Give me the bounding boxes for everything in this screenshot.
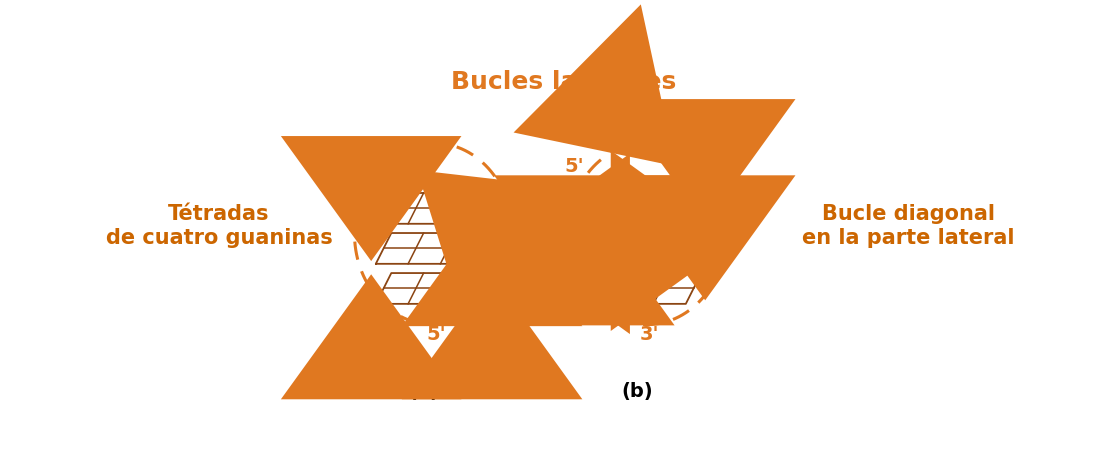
- Text: Bucle diagonal
en la parte lateral: Bucle diagonal en la parte lateral: [802, 205, 1015, 248]
- Text: 3': 3': [639, 325, 659, 344]
- Text: 3': 3': [351, 160, 371, 179]
- Text: Tétradas
de cuatro guaninas: Tétradas de cuatro guaninas: [106, 205, 332, 248]
- Text: (a): (a): [409, 382, 440, 401]
- Text: (b): (b): [621, 382, 653, 401]
- Text: 5': 5': [426, 325, 446, 344]
- Text: 5': 5': [564, 157, 584, 176]
- Text: Bucles laterales: Bucles laterales: [451, 70, 676, 94]
